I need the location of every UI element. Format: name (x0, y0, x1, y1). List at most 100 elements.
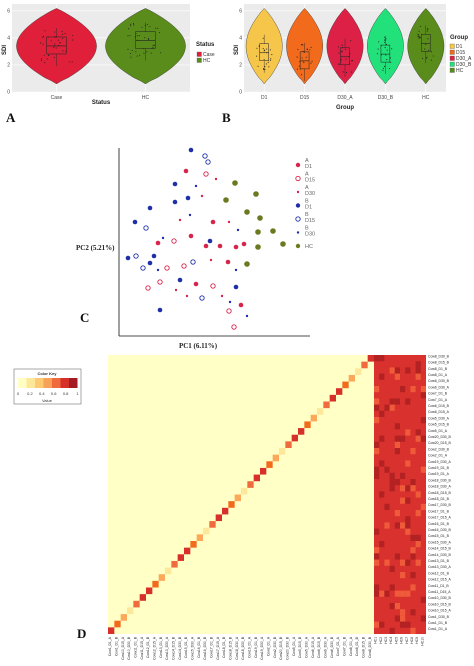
panel-b-data-point (299, 68, 301, 70)
heatmap-hc-cell (389, 584, 395, 591)
panel-b-data-point (417, 36, 419, 38)
pca-sample-point (255, 244, 261, 250)
heatmap-column-label: HC2 (379, 637, 383, 644)
heatmap-hc-cell (384, 559, 390, 566)
heatmap-hc-cell (379, 410, 385, 417)
panel-b-data-point (340, 60, 342, 62)
heatmap-column-label: Cow18_D30_A (235, 636, 239, 660)
heatmap-column-label: HC1 (374, 637, 378, 644)
heatmap-hc-cell (400, 572, 406, 579)
heatmap-hc-cell (374, 621, 380, 628)
panel-b-data-point (266, 48, 268, 50)
pca-sample-point (125, 255, 131, 261)
heatmap-diagonal-cell (108, 627, 115, 634)
pca-legend-subgroup: D15 (305, 218, 315, 224)
panel-b-data-point (350, 40, 352, 42)
pca-sample-point (188, 213, 192, 217)
panel-a-data-point (54, 36, 57, 38)
panel-b-data-point (345, 48, 347, 50)
heatmap-hc-cell (389, 565, 395, 572)
panel-b-data-point (351, 59, 354, 62)
heatmap-diagonal-cell (367, 355, 374, 362)
panel-b-data-point (380, 54, 382, 56)
panel-a-legend-title: Status (196, 42, 215, 48)
panel-b-data-point (306, 49, 309, 51)
panel-b-data-point (299, 61, 301, 63)
heatmap-hc-cell (374, 547, 380, 554)
heatmap-hc-cell (405, 367, 411, 374)
pca-legend-group: A (305, 172, 309, 178)
heatmap-diagonal-cell (209, 521, 216, 528)
panel-a-data-point (141, 26, 143, 28)
panel-b-data-point (263, 68, 265, 70)
pca-legend-subgroup: D15 (305, 178, 315, 184)
panel-a-legend-swatch (196, 51, 202, 57)
panel-a-data-point (146, 51, 148, 53)
heatmap-hc-cell (415, 491, 421, 498)
panel-b-violin (366, 8, 404, 85)
panel-b-data-point (385, 38, 387, 40)
heatmap-hc-cell (420, 417, 426, 424)
panel-c-pca-scatter: PC2 (5.21%) PC1 (6.11%) AD1AD15AD30BD1BD… (76, 147, 315, 350)
heatmap-hc-cell (400, 615, 406, 622)
heatmap-row-label: Cow8_D1_B (428, 367, 448, 371)
pca-sample-point (227, 220, 231, 224)
heatmap-row-label: Cow17_D30_B (428, 503, 452, 507)
panel-b-data-point (341, 44, 343, 46)
panel-b-data-point (303, 62, 305, 64)
heatmap-hc-cell (400, 609, 406, 616)
heatmap-hc-cell (394, 553, 400, 560)
heatmap-diagonal-cell (241, 487, 248, 495)
pca-sample-point (177, 277, 183, 283)
heatmap-hc-cell (384, 503, 390, 510)
heatmap-row-label: Cow19_D1_A (428, 472, 450, 476)
pca-sample-point (188, 147, 194, 153)
panel-b-data-point (384, 39, 386, 41)
pca-sample-point (236, 228, 240, 232)
heatmap-hc-cell (394, 510, 400, 517)
panel-b-data-point (338, 63, 340, 65)
panel-b-data-point (421, 57, 424, 60)
panel-b-y-tick: 2 (239, 63, 242, 69)
panel-a-data-point (152, 44, 154, 46)
heatmap-column-label: Cow19_D1_B (254, 636, 258, 658)
heatmap-row-label: Cow18_D1_B (428, 497, 450, 501)
pca-sample-point (210, 283, 216, 289)
panel-a-data-point (129, 52, 131, 55)
panel-a-data-point (65, 50, 67, 52)
heatmap-hc-cell (405, 522, 411, 529)
heatmap-row-label: Cow14_D30_B (428, 553, 452, 557)
panel-b-data-point (269, 49, 271, 51)
heatmap-diagonal-cell (114, 620, 121, 628)
pca-sample-point (231, 324, 237, 330)
color-key-tick: 0.6 (51, 391, 57, 396)
panel-b-data-point (427, 29, 429, 31)
heatmap-hc-cell (394, 423, 400, 430)
panel-b-data-point (384, 41, 386, 43)
heatmap-column-label: Cow18_D30_B (241, 636, 245, 660)
heatmap-diagonal-cell (310, 414, 317, 422)
heatmap-diagonal-cell (348, 374, 355, 382)
panel-a-data-point (134, 36, 136, 38)
panel-a-data-point (62, 50, 64, 52)
heatmap-row-label: Cow18_D15_B (428, 491, 452, 495)
pca-sample-point (245, 314, 249, 318)
heatmap-hc-cell (379, 355, 385, 362)
heatmap-hc-cell (400, 386, 406, 393)
heatmap-hc-cell (374, 441, 380, 448)
pca-sample-point (257, 215, 263, 221)
heatmap-row-label: Cow7_D1_A (428, 398, 448, 402)
panel-b-data-point (376, 53, 378, 55)
panel-a-data-point (53, 56, 55, 59)
panel-a-data-point (149, 25, 151, 28)
heatmap-row-label: Cow17_D1_B (428, 509, 450, 513)
panel-b-data-point (425, 57, 427, 59)
panel-a-data-point (40, 59, 43, 62)
heatmap-column-label: Cow10_D30_B (127, 636, 131, 660)
heatmap-row-label: Cow15_D1_B (428, 534, 450, 538)
color-key-tick: 0 (17, 391, 20, 396)
heatmap-column-label: Cow8_D1_B (355, 636, 359, 656)
heatmap-column-label: HC6 (400, 637, 404, 644)
pca-legend-marker (295, 216, 301, 222)
panel-b-data-point (350, 71, 352, 73)
